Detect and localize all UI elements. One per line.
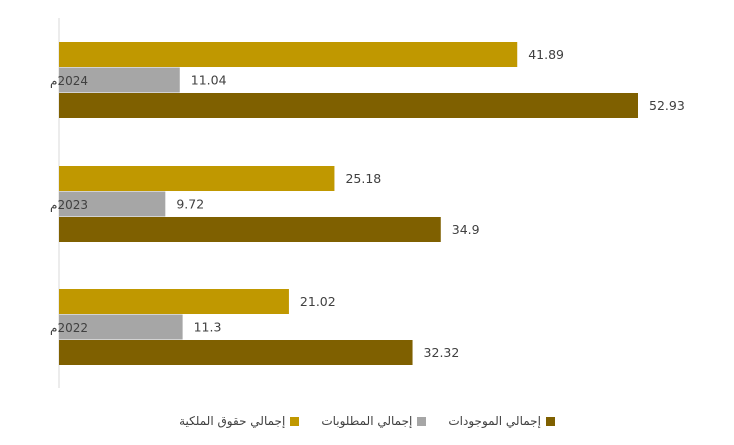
legend-label-assets: إجمالي الموجودات xyxy=(448,414,541,428)
bar-assets-2023 xyxy=(59,217,441,242)
value-label-liabilities-2023: 9.72 xyxy=(176,197,204,212)
value-labels-group: 41.89 11.04 52.93 25.18 9.72 34.9 21.02 11.3 32.… xyxy=(176,47,684,360)
legend-item-assets: إجمالي الموجودات xyxy=(448,414,555,428)
value-label-equity-2022: 21.02 xyxy=(300,294,336,309)
bar-assets-2024 xyxy=(59,93,638,118)
bar-liabilities-2024 xyxy=(59,67,180,93)
category-label-2024: 2024م xyxy=(50,74,88,88)
legend-item-equity: إجمالي حقوق الملكية xyxy=(179,414,300,428)
legend: إجمالي الموجودات إجمالي المطلوبات إجمالي… xyxy=(0,411,734,431)
legend-label-liabilities: إجمالي المطلوبات xyxy=(321,414,413,428)
category-label-2023: 2023م xyxy=(50,198,88,212)
legend-swatch-liabilities xyxy=(417,416,427,426)
category-label-2022: 2022م xyxy=(50,321,88,335)
legend-label-equity: إجمالي حقوق الملكية xyxy=(179,414,286,428)
value-label-liabilities-2022: 11.3 xyxy=(194,320,222,335)
bar-equity-2023 xyxy=(59,166,335,191)
value-label-equity-2024: 41.89 xyxy=(528,47,564,62)
value-label-equity-2023: 25.18 xyxy=(345,171,381,186)
bar-equity-2022 xyxy=(59,289,289,314)
value-label-assets-2022: 32.32 xyxy=(424,345,460,360)
bars-group xyxy=(59,42,638,365)
value-label-assets-2024: 52.93 xyxy=(649,98,685,113)
bar-liabilities-2022 xyxy=(59,314,183,340)
bar-equity-2024 xyxy=(59,42,518,67)
category-labels-group: 2024م 2023م 2022م xyxy=(50,74,88,335)
bar-liabilities-2023 xyxy=(59,191,166,217)
value-label-assets-2023: 34.9 xyxy=(452,222,480,237)
legend-swatch-equity xyxy=(290,416,300,426)
value-label-liabilities-2024: 11.04 xyxy=(191,73,227,88)
legend-swatch-assets xyxy=(545,416,555,426)
bar-assets-2022 xyxy=(59,340,413,365)
legend-item-liabilities: إجمالي المطلوبات xyxy=(321,414,427,428)
